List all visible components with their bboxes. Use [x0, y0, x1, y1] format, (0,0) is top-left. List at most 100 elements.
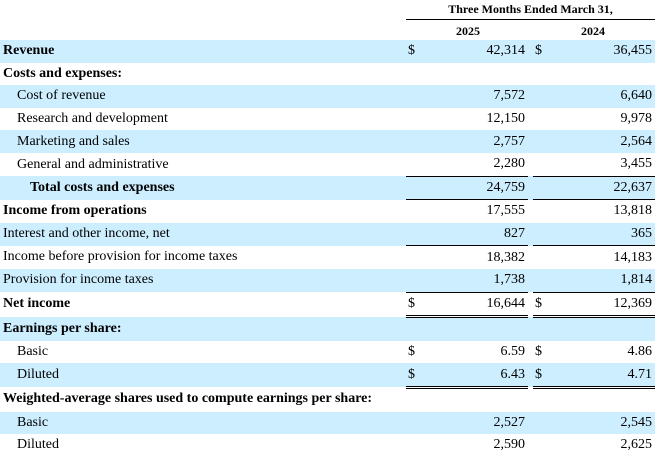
column-gap: [528, 316, 533, 341]
currency-2024: $: [533, 291, 548, 319]
currency-2025: $: [408, 344, 415, 360]
currency-2024: [533, 316, 548, 341]
column-gap: [528, 363, 533, 388]
value-2024: 3,455: [620, 156, 653, 172]
row-label: Income before provision for income taxes: [3, 249, 238, 265]
currency-2025: [406, 153, 421, 176]
table-row: Research and development 12,150 9,978: [0, 108, 655, 131]
value-2025: 1,738: [421, 268, 528, 293]
currency-2024: [533, 387, 548, 411]
value-2024: 1,814: [548, 268, 655, 293]
currency-2025: [406, 245, 421, 269]
currency-2025: [406, 316, 421, 341]
currency-2024: [533, 434, 548, 457]
value-2024: 2,625: [620, 437, 653, 453]
table-row: Revenue $42,314 $36,455: [0, 40, 655, 63]
row-label: Cost of revenue: [0, 85, 406, 108]
value-2024: 2,564: [548, 130, 655, 153]
value-2024: 2,545: [548, 411, 655, 435]
row-label: Diluted: [0, 363, 406, 388]
currency-2025: [406, 411, 421, 435]
table-row: Income from operations 17,555 13,818: [0, 199, 655, 223]
column-gap: [528, 176, 533, 200]
row-label: Net income: [3, 296, 71, 312]
value-2025: 6.43: [421, 363, 528, 389]
value-2025: 24,759: [421, 175, 528, 200]
year-header-2025: 2025: [456, 24, 480, 38]
value-2024: 36,455: [548, 40, 655, 63]
table-row: Total costs and expenses 24,759 22,637: [0, 175, 655, 200]
column-gap: [528, 411, 533, 435]
currency-2024: [533, 108, 548, 131]
column-gap: [528, 268, 533, 293]
currency-2024: [533, 222, 548, 246]
currency-2024: $: [533, 40, 548, 63]
value-2025: 17,555: [421, 199, 528, 223]
currency-2025: $: [406, 291, 421, 319]
currency-2025: [406, 63, 421, 86]
row-label: Provision for income taxes: [0, 268, 406, 293]
financial-table: Revenue $42,314 $36,455 Costs and expenses:…: [0, 40, 655, 457]
table-row: Cost of revenue 7,572 6,640: [0, 85, 655, 108]
value-2025: [421, 63, 528, 86]
currency-2024: $: [533, 363, 548, 389]
currency-2024: $: [535, 344, 542, 360]
column-gap: [528, 130, 533, 153]
currency-2025: [406, 85, 421, 108]
row-label: Diluted: [17, 437, 59, 453]
currency-2024: [533, 130, 548, 153]
currency-2024: [533, 411, 548, 435]
column-gap: [528, 40, 533, 63]
table-row: Basic 2,527 2,545: [0, 411, 655, 435]
value-2024: 6,640: [548, 85, 655, 108]
column-gap: [528, 222, 533, 246]
currency-2024: [533, 153, 548, 176]
value-2025: 2,527: [421, 411, 528, 435]
row-label: Total costs and expenses: [0, 176, 406, 200]
value-2025: 7,572: [421, 85, 528, 108]
currency-2025: $: [406, 40, 421, 63]
value-2024: 13,818: [548, 199, 655, 223]
table-row: Income before provision for income taxes…: [0, 245, 655, 269]
value-2025: 2,757: [421, 130, 528, 153]
value-2024: [548, 63, 655, 86]
value-2025: [421, 316, 528, 341]
value-2025: 827: [421, 222, 528, 246]
value-2024: 365: [548, 222, 655, 246]
currency-2025: $: [406, 363, 421, 389]
value-2025: 6.59: [500, 344, 526, 360]
table-row: Diluted $6.43 $4.71: [0, 363, 655, 389]
currency-2025: [406, 222, 421, 246]
currency-2024: [533, 199, 548, 223]
value-2024: 9,978: [620, 111, 653, 127]
table-row: Provision for income taxes 1,738 1,814: [0, 268, 655, 293]
value-2025: 2,590: [493, 437, 526, 453]
currency-2025: [406, 175, 421, 200]
row-label: Research and development: [17, 111, 168, 127]
row-label: Basic: [0, 411, 406, 435]
value-2025: 2,280: [493, 156, 526, 172]
table-row: General and administrative 2,280 3,455: [0, 153, 655, 176]
row-label: General and administrative: [17, 156, 169, 172]
value-2024: 4.71: [548, 363, 655, 389]
table-row: Costs and expenses:: [0, 63, 655, 86]
table-row: Earnings per share:: [0, 316, 655, 341]
currency-2024: [533, 175, 548, 200]
currency-2025: [406, 130, 421, 153]
table-row: Diluted 2,590 2,625: [0, 434, 655, 457]
table-row: Interest and other income, net 827 365: [0, 222, 655, 246]
currency-2025: [406, 268, 421, 293]
row-label: Costs and expenses:: [3, 65, 123, 81]
value-2024: 22,637: [548, 175, 655, 200]
currency-2024: [533, 268, 548, 293]
value-2024: [548, 387, 655, 411]
value-2024: [548, 316, 655, 341]
row-label: Revenue: [0, 40, 406, 63]
currency-2025: [406, 199, 421, 223]
column-gap: [528, 85, 533, 108]
value-2024: 12,369: [548, 291, 655, 319]
period-header: Three Months Ended March 31,: [448, 2, 613, 16]
value-2025: 42,314: [421, 40, 528, 63]
row-label: Basic: [17, 344, 49, 360]
